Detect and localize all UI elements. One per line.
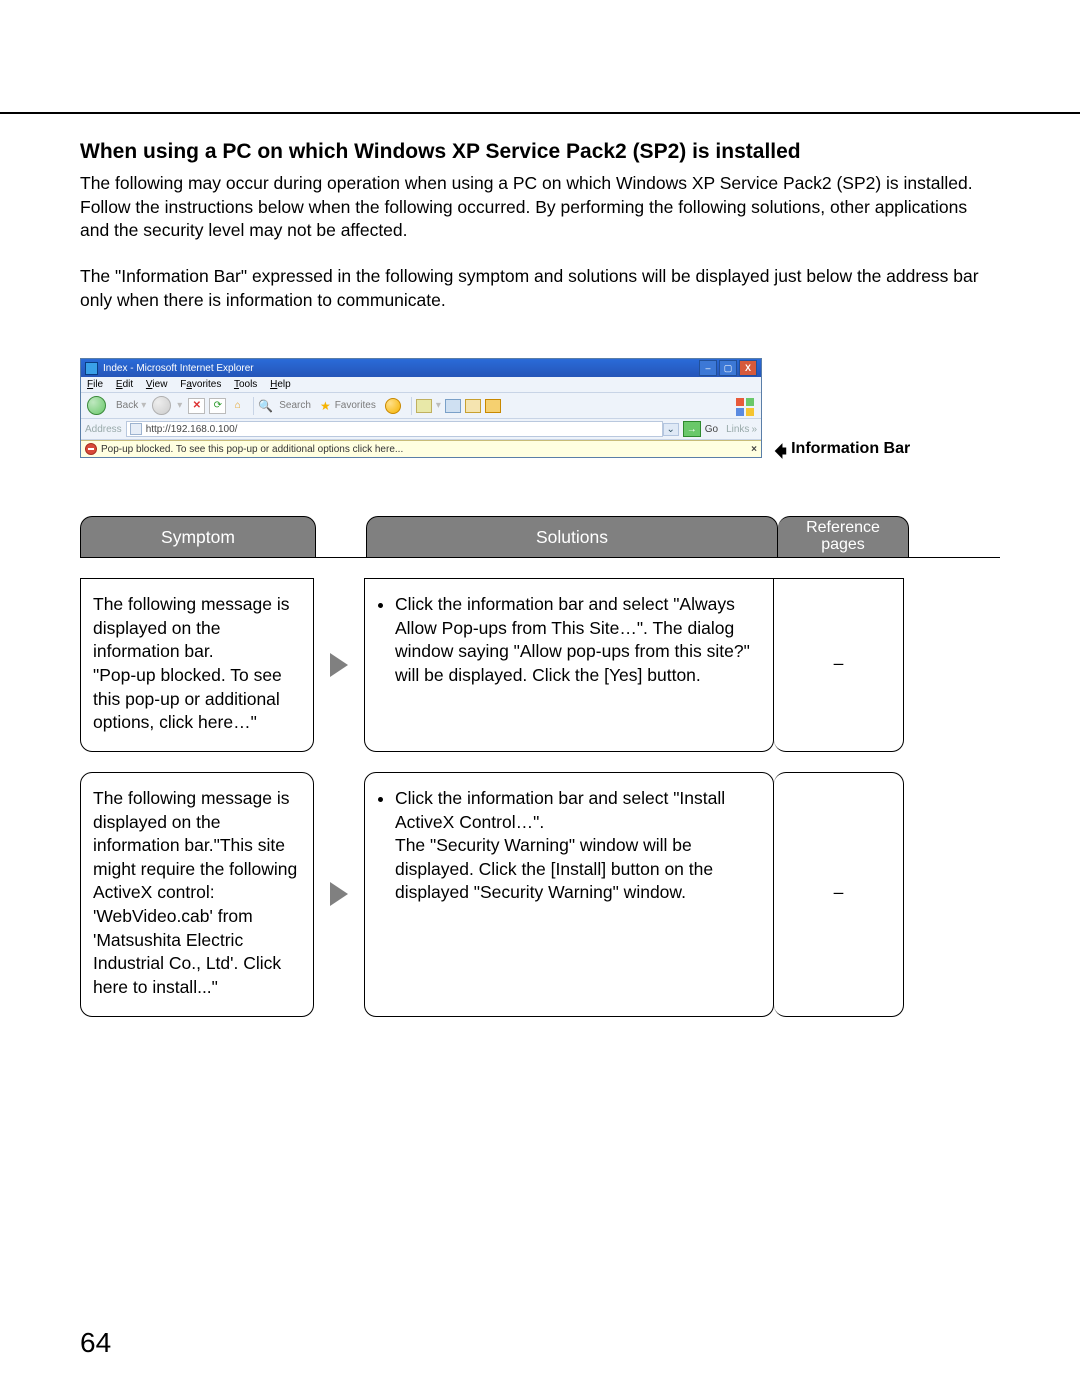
maximize-button[interactable]: ▢ (719, 360, 737, 376)
edit-icon[interactable] (465, 399, 481, 413)
back-button[interactable] (87, 396, 106, 415)
links-label[interactable]: Links (726, 424, 749, 435)
arrow-cell (314, 578, 364, 752)
menu-tools[interactable]: Tools (234, 379, 257, 390)
stop-button[interactable]: ✕ (188, 398, 205, 414)
page-icon (130, 423, 142, 435)
information-bar-label: Information Bar (791, 440, 910, 458)
address-field[interactable]: http://192.168.0.100/ (126, 421, 663, 437)
th-solutions: Solutions (366, 516, 778, 557)
th-reference: Reference pages (778, 516, 909, 557)
page: When using a PC on which Windows XP Serv… (0, 0, 1080, 1399)
favorites-label[interactable]: Favorites (335, 400, 376, 411)
arrow-right-icon (330, 882, 348, 906)
ie-screenshot-row: Index - Microsoft Internet Explorer – ▢ … (80, 358, 1000, 458)
address-value: http://192.168.0.100/ (146, 424, 238, 435)
menu-view[interactable]: View (146, 379, 168, 390)
menu-file[interactable]: File (87, 379, 103, 390)
menu-favorites[interactable]: Favorites (180, 379, 221, 390)
solution-cell: Click the information bar and select "In… (364, 772, 774, 1017)
symptom-cell: The following message is displayed on th… (80, 578, 314, 752)
reference-cell: – (774, 772, 904, 1017)
search-icon: 🔍 (258, 399, 273, 413)
ie-information-bar[interactable]: Pop-up blocked. To see this pop-up or ad… (81, 440, 761, 457)
content: When using a PC on which Windows XP Serv… (80, 0, 1000, 1017)
home-button[interactable]: ⌂ (230, 399, 245, 413)
menu-help[interactable]: Help (270, 379, 291, 390)
ie-addressbar: Address http://192.168.0.100/ ⌄ → Go Lin… (81, 419, 761, 440)
search-label[interactable]: Search (279, 400, 311, 411)
menu-edit[interactable]: Edit (116, 379, 133, 390)
back-label: Back (116, 400, 138, 411)
ie-toolbar: Back ▾ ▾ ✕ ⟳ ⌂ 🔍 Search ★ Favorites ▾ (81, 392, 761, 419)
address-dropdown[interactable]: ⌄ (663, 423, 679, 436)
favorites-star-icon: ★ (320, 399, 331, 413)
arrow-right-icon (330, 653, 348, 677)
grid-header: Symptom Solutions Reference pages (80, 516, 1000, 557)
forward-button[interactable] (152, 396, 171, 415)
information-bar-close[interactable]: × (751, 444, 757, 455)
ie-titlebar: Index - Microsoft Internet Explorer – ▢ … (81, 359, 761, 377)
information-bar-callout: 🠸 Information Bar (774, 440, 910, 458)
solution-text: Click the information bar and select "Al… (395, 593, 761, 688)
grid-row: The following message is displayed on th… (80, 772, 1000, 1017)
ie-app-icon (85, 362, 98, 375)
refresh-button[interactable]: ⟳ (209, 398, 226, 414)
mail-icon[interactable] (416, 399, 432, 413)
solution-text: Click the information bar and select "In… (395, 787, 761, 905)
th-symptom: Symptom (80, 516, 316, 557)
window-controls: – ▢ X (699, 360, 757, 376)
ie-window: Index - Microsoft Internet Explorer – ▢ … (80, 358, 762, 458)
discuss-icon[interactable] (485, 399, 501, 413)
history-button[interactable] (385, 398, 401, 414)
grid-row: The following message is displayed on th… (80, 578, 1000, 752)
troubleshoot-grid: Symptom Solutions Reference pages The fo… (80, 516, 1000, 1016)
symptom-cell: The following message is displayed on th… (80, 772, 314, 1017)
top-rule (0, 112, 1080, 114)
intro-paragraph-2: The "Information Bar" expressed in the f… (80, 265, 1000, 312)
page-number: 64 (80, 1327, 111, 1359)
arrow-cell (314, 772, 364, 1017)
close-button[interactable]: X (739, 360, 757, 376)
links-more[interactable]: » (751, 424, 757, 435)
go-button[interactable]: → (683, 421, 701, 437)
minimize-button[interactable]: – (699, 360, 717, 376)
intro-paragraph-1: The following may occur during operation… (80, 172, 1000, 243)
section-heading: When using a PC on which Windows XP Serv… (80, 140, 1000, 164)
th-reference-line2: pages (821, 537, 865, 554)
solution-cell: Click the information bar and select "Al… (364, 578, 774, 752)
go-label: Go (705, 424, 718, 435)
popup-blocked-icon (85, 443, 97, 455)
windows-flag-icon (735, 397, 755, 415)
ie-menubar: File Edit View Favorites Tools Help (81, 377, 761, 392)
address-label: Address (85, 424, 122, 435)
print-icon[interactable] (445, 399, 461, 413)
grid-body: The following message is displayed on th… (80, 557, 1000, 1016)
ie-title-text: Index - Microsoft Internet Explorer (103, 363, 254, 374)
information-bar-text: Pop-up blocked. To see this pop-up or ad… (101, 444, 403, 455)
th-reference-line1: Reference (806, 520, 880, 537)
reference-cell: – (774, 578, 904, 752)
